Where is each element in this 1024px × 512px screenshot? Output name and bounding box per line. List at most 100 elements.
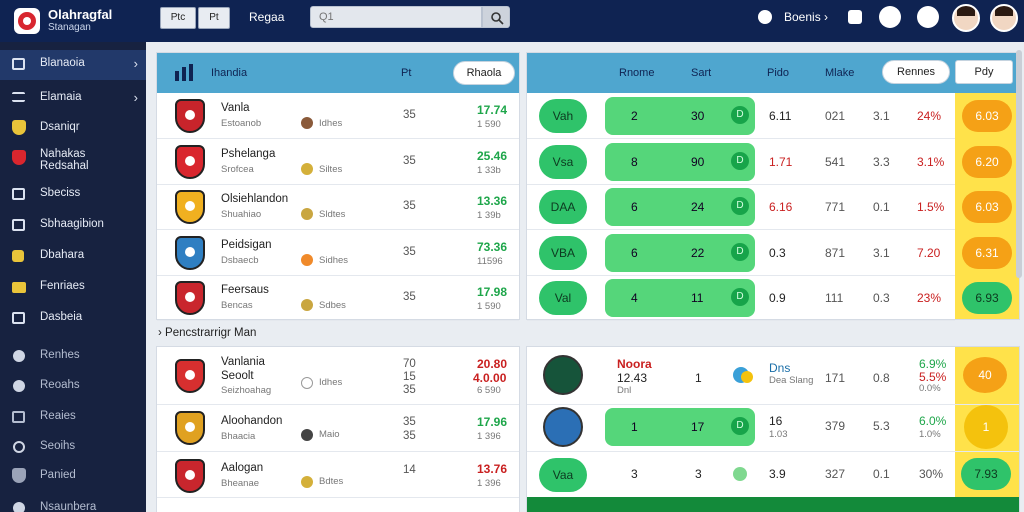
toolbar-button-1[interactable]: Ptc bbox=[160, 7, 196, 29]
team-pill[interactable]: VBA bbox=[539, 235, 587, 270]
notification-icon[interactable] bbox=[917, 6, 939, 28]
sidebar-item-12[interactable]: Reaies bbox=[0, 403, 146, 431]
avatar[interactable] bbox=[952, 4, 980, 32]
odds-button[interactable]: 6.03 bbox=[962, 191, 1012, 223]
teams-header-button[interactable]: Rhaola bbox=[453, 61, 515, 85]
match-bar[interactable]: 4 11 D bbox=[605, 279, 755, 317]
team-odd-sub: 6 590 bbox=[477, 385, 501, 396]
bar-value-b: 17 bbox=[691, 420, 705, 434]
sidebar-item-8[interactable]: Fenriaes bbox=[0, 273, 146, 301]
bar-action-icon[interactable]: D bbox=[731, 106, 749, 124]
bar-value-a: 8 bbox=[631, 154, 638, 169]
coin-label: Sdbes bbox=[319, 300, 346, 311]
team-subname: Estoanob bbox=[221, 118, 262, 129]
sidebar-item-9[interactable]: Dasbeia bbox=[0, 304, 146, 332]
account-label[interactable]: Boenis › bbox=[784, 10, 829, 24]
top-bar: Olahragfal Stanagan Ptc Pt Regaa Boenis … bbox=[0, 0, 1024, 42]
chevron-right-icon: › bbox=[133, 90, 138, 105]
team-detail: Seizhoahag bbox=[221, 385, 272, 396]
sidebar-item-1[interactable]: Blanaoia › bbox=[0, 50, 146, 80]
row-divider bbox=[527, 274, 955, 276]
sidebar-item-10[interactable]: Renhes bbox=[0, 342, 146, 370]
odds-button[interactable]: 7.93 bbox=[961, 458, 1011, 490]
match-v1: 171 bbox=[825, 371, 846, 385]
search-button[interactable] bbox=[482, 6, 510, 28]
match-count: 1 bbox=[695, 371, 702, 385]
team-pill[interactable]: Vsa bbox=[539, 144, 587, 179]
sidebar-item-2[interactable]: Elamaia › bbox=[0, 84, 146, 112]
sidebar-item-6[interactable]: Sbhaagibion bbox=[0, 211, 146, 239]
team-pill[interactable]: Val bbox=[539, 281, 587, 315]
puzzle-icon[interactable] bbox=[848, 10, 862, 24]
bar-action-icon[interactable]: D bbox=[731, 151, 749, 170]
odds-header-button-2[interactable]: Pdy bbox=[955, 60, 1013, 84]
odds-button[interactable]: 1 bbox=[964, 405, 1008, 449]
match-v4: 7.20 bbox=[917, 245, 941, 260]
bar-action-icon[interactable]: D bbox=[731, 197, 749, 215]
sidebar-item-11[interactable]: Reoahs bbox=[0, 372, 146, 400]
search-input[interactable] bbox=[310, 6, 482, 28]
team-pill[interactable]: Vah bbox=[539, 99, 587, 133]
app-name: Olahragfal bbox=[48, 7, 113, 22]
avatar-secondary[interactable] bbox=[990, 4, 1018, 32]
match-v4: 1.5% bbox=[917, 200, 945, 214]
team-subname: Srofcea bbox=[221, 163, 254, 175]
teams-panel-2: Vanlania Seoolt Seizhoahag Idhes 70 15 3… bbox=[156, 346, 520, 512]
team-pill[interactable]: DAA bbox=[539, 190, 587, 224]
team-name: Pshelanga bbox=[221, 147, 276, 160]
match-bar[interactable]: 2 30 D bbox=[605, 97, 755, 135]
sidebar-item-3[interactable]: Dsaniqr bbox=[0, 114, 146, 142]
sidebar-item-4[interactable]: Nahakas Redsahal bbox=[0, 144, 146, 178]
team-subname: Seoolt bbox=[221, 370, 254, 382]
match-v1: 0.9 bbox=[769, 291, 786, 305]
team-crest-icon bbox=[175, 144, 205, 179]
match-bar[interactable]: 6 22 D bbox=[605, 233, 755, 272]
odds-button[interactable]: 6.93 bbox=[962, 282, 1012, 314]
team-odd: 25.46 bbox=[477, 148, 508, 163]
match-v1: 16 bbox=[769, 414, 783, 428]
app-logo[interactable] bbox=[14, 8, 40, 34]
menu-icon bbox=[12, 92, 25, 102]
row-divider bbox=[157, 497, 519, 498]
team-crest-icon bbox=[175, 281, 205, 315]
odds-col-3: Pido bbox=[767, 67, 790, 79]
bar-action-icon[interactable]: D bbox=[731, 417, 749, 435]
sidebar-item-14[interactable]: Panied bbox=[0, 462, 146, 490]
match-v1b: 1.03 bbox=[769, 429, 788, 440]
globe-icon[interactable] bbox=[758, 10, 772, 24]
coin-label: Dns bbox=[769, 361, 791, 375]
toolbar-button-2[interactable]: Pt bbox=[198, 7, 230, 29]
bar-action-icon[interactable]: D bbox=[731, 242, 749, 261]
odds-button[interactable]: 6.20 bbox=[962, 145, 1012, 178]
settings-icon[interactable] bbox=[879, 6, 901, 28]
sidebar-item-13[interactable]: Seoihs bbox=[0, 433, 146, 461]
match-v3: 3.1 bbox=[873, 109, 890, 123]
team-name: Vanlania bbox=[221, 356, 265, 368]
document-icon bbox=[12, 219, 25, 231]
sidebar-item-7[interactable]: Dbahara bbox=[0, 242, 146, 270]
odds-button[interactable]: 6.31 bbox=[962, 236, 1012, 269]
odds-button[interactable]: 40 bbox=[963, 357, 1007, 393]
app-subtitle: Stanagan bbox=[48, 22, 91, 33]
sidebar-item-5[interactable]: Sbeciss bbox=[0, 180, 146, 208]
team-name: Aalogan bbox=[221, 462, 264, 474]
teams-header-title: Ihandia bbox=[211, 67, 248, 79]
sidebar-item-15[interactable]: Nsaunbera bbox=[0, 494, 146, 512]
bar-value-a: 6 bbox=[631, 245, 638, 260]
team-crest-icon bbox=[175, 459, 205, 493]
more-icon bbox=[13, 502, 25, 512]
match-bar[interactable]: 8 90 D bbox=[605, 142, 755, 181]
row-divider bbox=[157, 138, 519, 139]
match-v4: 24% bbox=[917, 109, 942, 123]
bar-action-icon[interactable]: D bbox=[731, 288, 749, 306]
team-pill[interactable]: Vaa bbox=[539, 458, 587, 492]
bar-value-b: 22 bbox=[691, 245, 705, 260]
scrollbar[interactable] bbox=[1016, 50, 1022, 278]
odds-button[interactable]: 6.03 bbox=[962, 100, 1012, 132]
coin-label: Siltes bbox=[319, 163, 343, 175]
team-odd: 73.36 bbox=[477, 239, 508, 254]
odds-header-button-1[interactable]: Rennes bbox=[882, 60, 950, 84]
match-bar[interactable]: 6 24 D bbox=[605, 188, 755, 226]
match-bar[interactable]: 1 17 D bbox=[605, 408, 755, 446]
bar-value-a: 2 bbox=[631, 109, 638, 123]
